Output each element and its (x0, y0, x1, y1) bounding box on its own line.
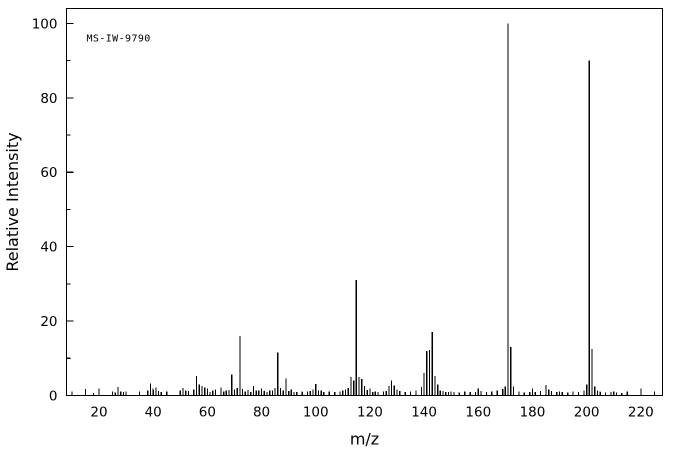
x-axis-tick-label: 220 (628, 405, 654, 421)
y-axis-tick-label: 60 (40, 165, 57, 181)
x-axis-tick-label: 140 (411, 405, 437, 421)
y-axis-tick-label: 0 (49, 389, 58, 405)
y-axis-title: Relative Intensity (3, 132, 22, 271)
y-axis-tick-label: 20 (40, 314, 57, 330)
x-axis-tick-label: 60 (199, 405, 216, 421)
y-axis-tick-label: 80 (40, 91, 57, 107)
x-axis-tick-label: 200 (574, 405, 600, 421)
x-axis-tick-label: 20 (90, 405, 107, 421)
y-axis-tick-label: 100 (32, 16, 58, 32)
plot-frame (65, 7, 664, 397)
sample-id-annotation: MS-IW-9790 (87, 34, 151, 45)
x-axis-title: m/z (350, 430, 379, 449)
x-axis-tick-label: 160 (465, 405, 491, 421)
x-axis-tick-label: 40 (145, 405, 162, 421)
peak-group (84, 23, 623, 396)
x-axis-tick-label: 180 (520, 405, 546, 421)
x-axis-tick-label: 120 (357, 405, 383, 421)
x-axis-tick-label: 80 (253, 405, 270, 421)
x-axis-tick-label: 100 (303, 405, 329, 421)
y-axis-tick-label: 40 (40, 240, 57, 256)
